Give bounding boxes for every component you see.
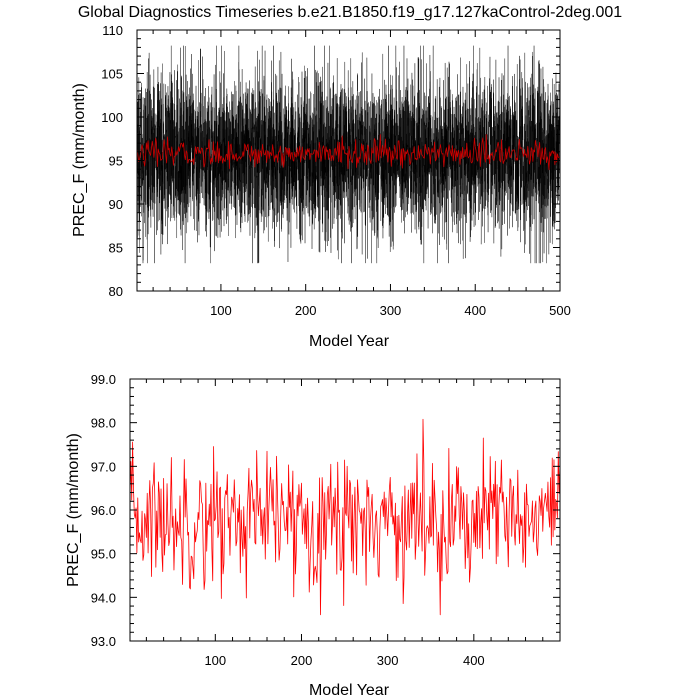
top-y-axis-label: PREC_F (mm/month)	[71, 83, 88, 237]
bottom-y-tick-label: 95.0	[91, 547, 116, 562]
bottom-y-tick-label: 96.0	[91, 503, 116, 518]
top-y-tick-label: 105	[101, 67, 123, 82]
top-series-monthly	[136, 45, 561, 264]
top-x-tick-label: 200	[295, 303, 317, 318]
top-x-tick-label: 400	[464, 303, 486, 318]
bottom-x-tick-label: 100	[204, 653, 226, 668]
bottom-panel: 100 200 300 400 93.0 94.0 95.0 96.0 97.0 98.0 99.0…	[65, 372, 561, 699]
bottom-x-tick-label: 200	[291, 653, 313, 668]
top-x-tick-label: 300	[380, 303, 402, 318]
top-y-tick-label: 80	[109, 284, 123, 299]
chart-title: Global Diagnostics Timeseries b.e21.B185…	[78, 4, 622, 21]
top-panel-ticks: 100 200 300 400 500 80 85 90 95 100 105 110	[101, 23, 571, 318]
bottom-y-tick-label: 99.0	[91, 372, 116, 387]
bottom-x-tick-label: 400	[463, 653, 485, 668]
top-series-annual	[136, 134, 561, 171]
top-y-tick-label: 85	[109, 241, 123, 256]
top-y-tick-label: 110	[102, 23, 123, 38]
top-panel-series	[136, 45, 561, 264]
bottom-y-tick-label: 97.0	[91, 459, 116, 474]
bottom-y-tick-label: 93.0	[91, 634, 116, 649]
bottom-x-tick-label: 300	[377, 653, 399, 668]
top-y-tick-label: 95	[109, 154, 123, 169]
top-panel: 100 200 300 400 500 80 85 90 95 100 105 110 Model Y…	[71, 23, 571, 350]
bottom-y-tick-label: 98.0	[91, 416, 116, 431]
bottom-series-annual	[129, 418, 561, 616]
bottom-panel-ticks: 100 200 300 400 93.0 94.0 95.0 96.0 97.0 98.0 99.0	[91, 372, 560, 668]
bottom-x-axis-label: Model Year	[309, 682, 390, 699]
top-x-tick-label: 100	[210, 303, 232, 318]
bottom-y-axis-label: PREC_F (mm/month)	[65, 433, 82, 587]
bottom-y-tick-label: 94.0	[91, 590, 116, 605]
top-y-tick-label: 100	[101, 110, 123, 125]
top-x-axis-label: Model Year	[309, 333, 390, 350]
top-x-tick-label: 500	[549, 303, 571, 318]
bottom-panel-series	[129, 418, 561, 616]
top-y-tick-label: 90	[109, 197, 123, 212]
